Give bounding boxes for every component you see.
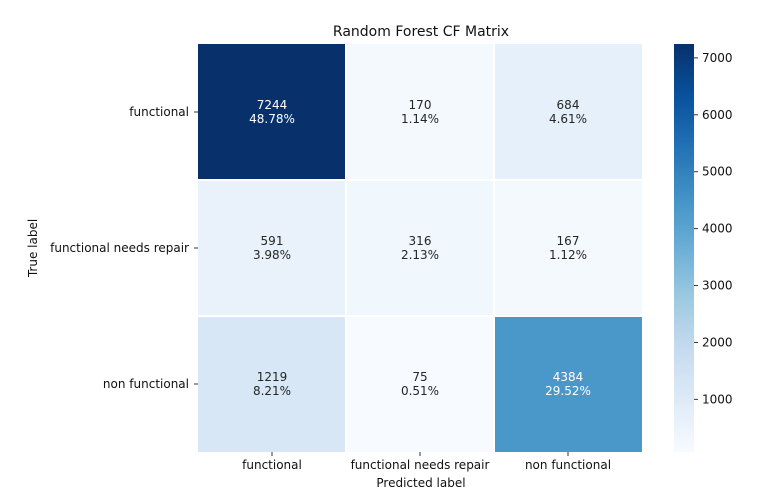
cell-count-label: 167 [557,234,580,248]
heatmap-cell [346,180,494,316]
colorbar-tick-label: 6000 [702,108,733,122]
colorbar-tick-label: 5000 [702,165,733,179]
x-tick-label: non functional [525,458,611,472]
cell-count-label: 4384 [553,370,584,384]
colorbar-tick-label: 2000 [702,335,733,349]
cell-percent-label: 4.61% [549,112,587,126]
colorbar-tick-label: 1000 [702,392,733,406]
heatmap-cell [494,180,642,316]
cell-count-label: 7244 [257,98,288,112]
y-tick-labels: functional functional needs repair non fun… [50,105,198,391]
heatmap-cell [494,44,642,180]
heatmap-cell [198,180,346,316]
cell-count-label: 170 [409,98,432,112]
cell-percent-label: 0.51% [401,384,439,398]
cell-percent-label: 48.78% [249,112,295,126]
heatmap-cell [346,44,494,180]
colorbar-tick-label: 4000 [702,222,733,236]
colorbar-ticks: 1000 2000 3000 4000 5000 6000 7000 [694,51,733,406]
cell-count-label: 75 [412,370,427,384]
chart-title: Random Forest CF Matrix [333,24,509,40]
y-tick-label: functional needs repair [50,241,189,255]
colorbar-tick-label: 7000 [702,51,733,65]
cell-count-label: 591 [261,234,284,248]
heatmap-cell [198,44,346,180]
y-tick-label: functional [129,105,189,119]
cell-count-label: 316 [409,234,432,248]
colorbar-tick-label: 3000 [702,279,733,293]
cell-percent-label: 2.13% [401,248,439,262]
heatmap-cell [346,316,494,452]
y-tick-label: non functional [103,377,189,391]
colorbar [674,44,694,452]
heatmap-cell [494,316,642,452]
cell-percent-label: 8.21% [253,384,291,398]
x-tick-label: functional needs repair [351,458,490,472]
x-tick-labels: functional functional needs repair non fun… [242,452,611,472]
cell-count-label: 684 [557,98,580,112]
cell-percent-label: 29.52% [545,384,591,398]
x-axis-label: Predicted label [376,476,465,490]
y-axis-label: True label [26,219,40,278]
cell-count-label: 1219 [257,370,288,384]
cell-percent-label: 1.12% [549,248,587,262]
heatmap-cell [198,316,346,452]
x-tick-label: functional [242,458,302,472]
cell-percent-label: 3.98% [253,248,291,262]
cell-percent-label: 1.14% [401,112,439,126]
